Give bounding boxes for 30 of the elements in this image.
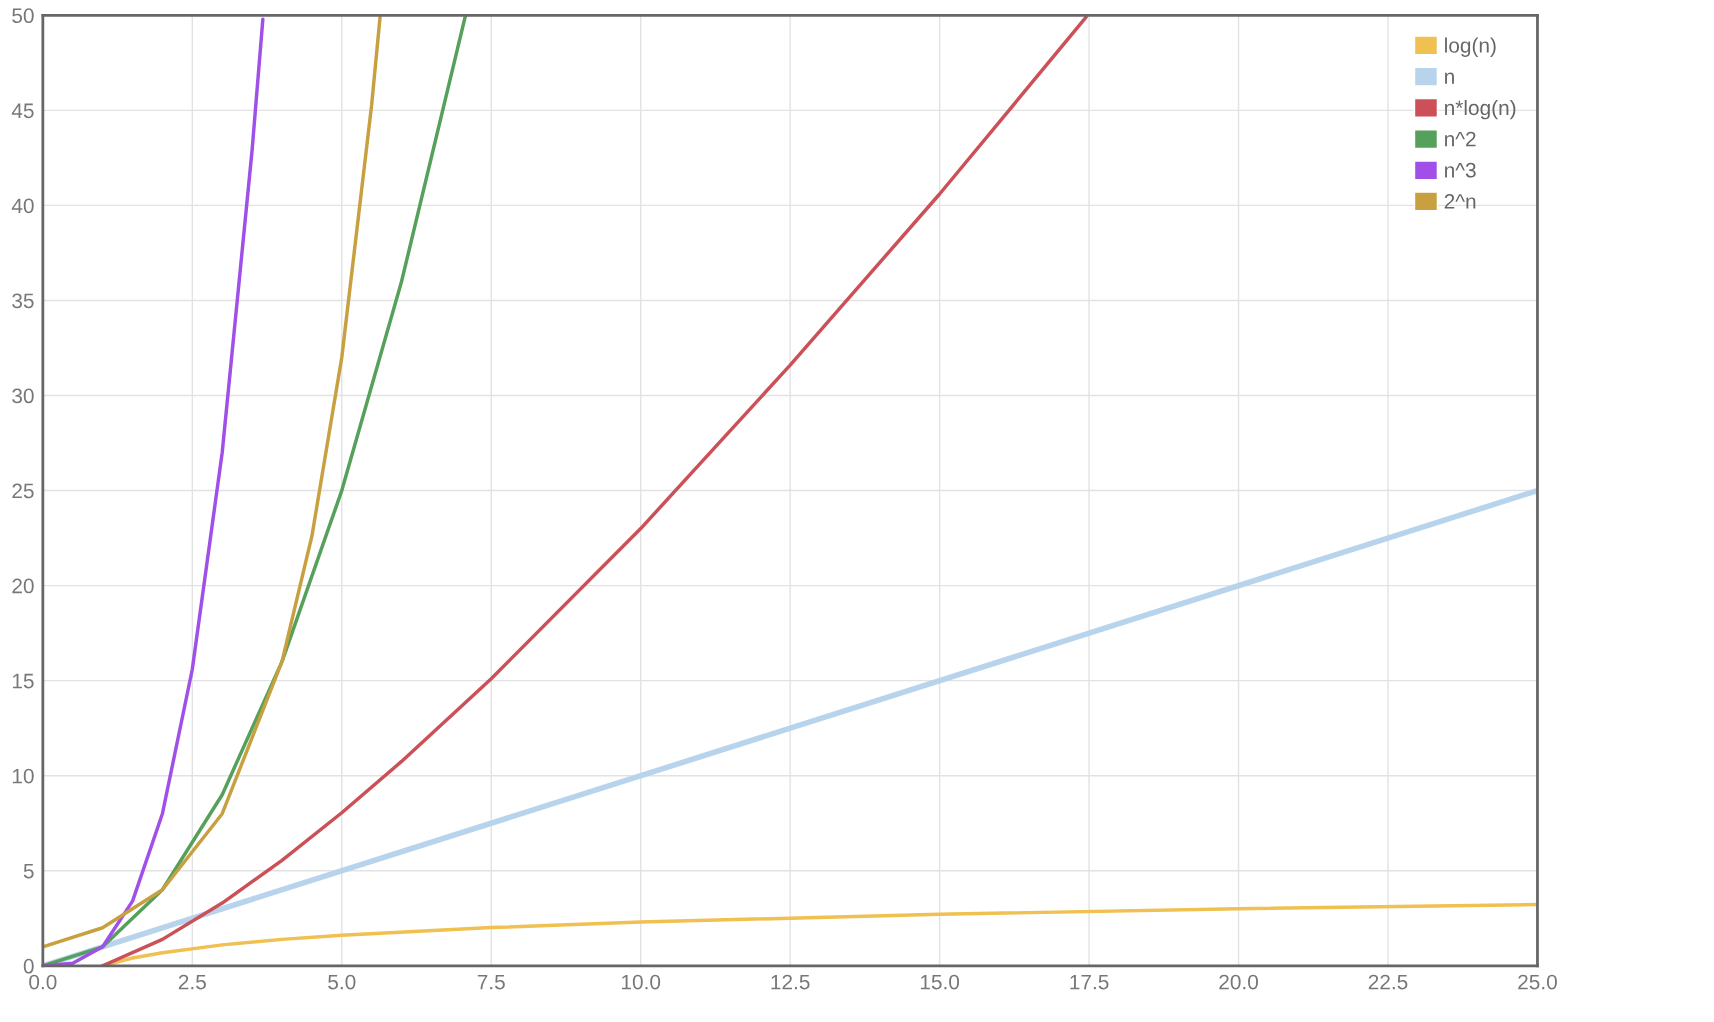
legend-label: log(n) — [1445, 37, 1496, 57]
y-tick-label: 35 — [12, 293, 34, 309]
y-tick-label: 0 — [23, 958, 34, 974]
x-tick-label: 10.0 — [622, 974, 661, 990]
line-series — [42, 15, 382, 949]
x-tick-label: 15.0 — [920, 974, 960, 990]
y-tick-label: 20 — [12, 578, 34, 594]
y-tick-label: 40 — [11, 198, 34, 214]
x-tick-label: 2.5 — [178, 974, 206, 990]
x-tick-label: 12.5 — [771, 974, 810, 990]
legend-label: n^2 — [1445, 131, 1476, 147]
y-tick-label: 15 — [12, 673, 34, 689]
line-series — [100, 15, 1088, 966]
y-tick-label: 10 — [12, 768, 34, 784]
y-tick-label: 45 — [11, 103, 34, 119]
y-tick-label: 25 — [12, 483, 34, 499]
legend-label: n^3 — [1445, 162, 1476, 178]
legend-label: n*log(n) — [1445, 99, 1516, 120]
x-tick-label: 17.5 — [1070, 974, 1109, 990]
x-tick-label: 7.5 — [477, 974, 505, 990]
legend-label: 2^n — [1444, 194, 1476, 209]
x-tick-label: 22.5 — [1368, 974, 1408, 990]
x-tick-label: 5.0 — [328, 974, 356, 990]
y-tick-label: 30 — [12, 388, 34, 404]
x-tick-label: 25.0 — [1518, 974, 1557, 990]
x-tick-label: 0.0 — [29, 974, 57, 990]
y-tick-label: 5 — [23, 863, 34, 879]
y-tick-label: 50 — [12, 8, 34, 24]
legend-label: n — [1445, 72, 1454, 84]
x-tick-label: 20.0 — [1219, 974, 1258, 990]
